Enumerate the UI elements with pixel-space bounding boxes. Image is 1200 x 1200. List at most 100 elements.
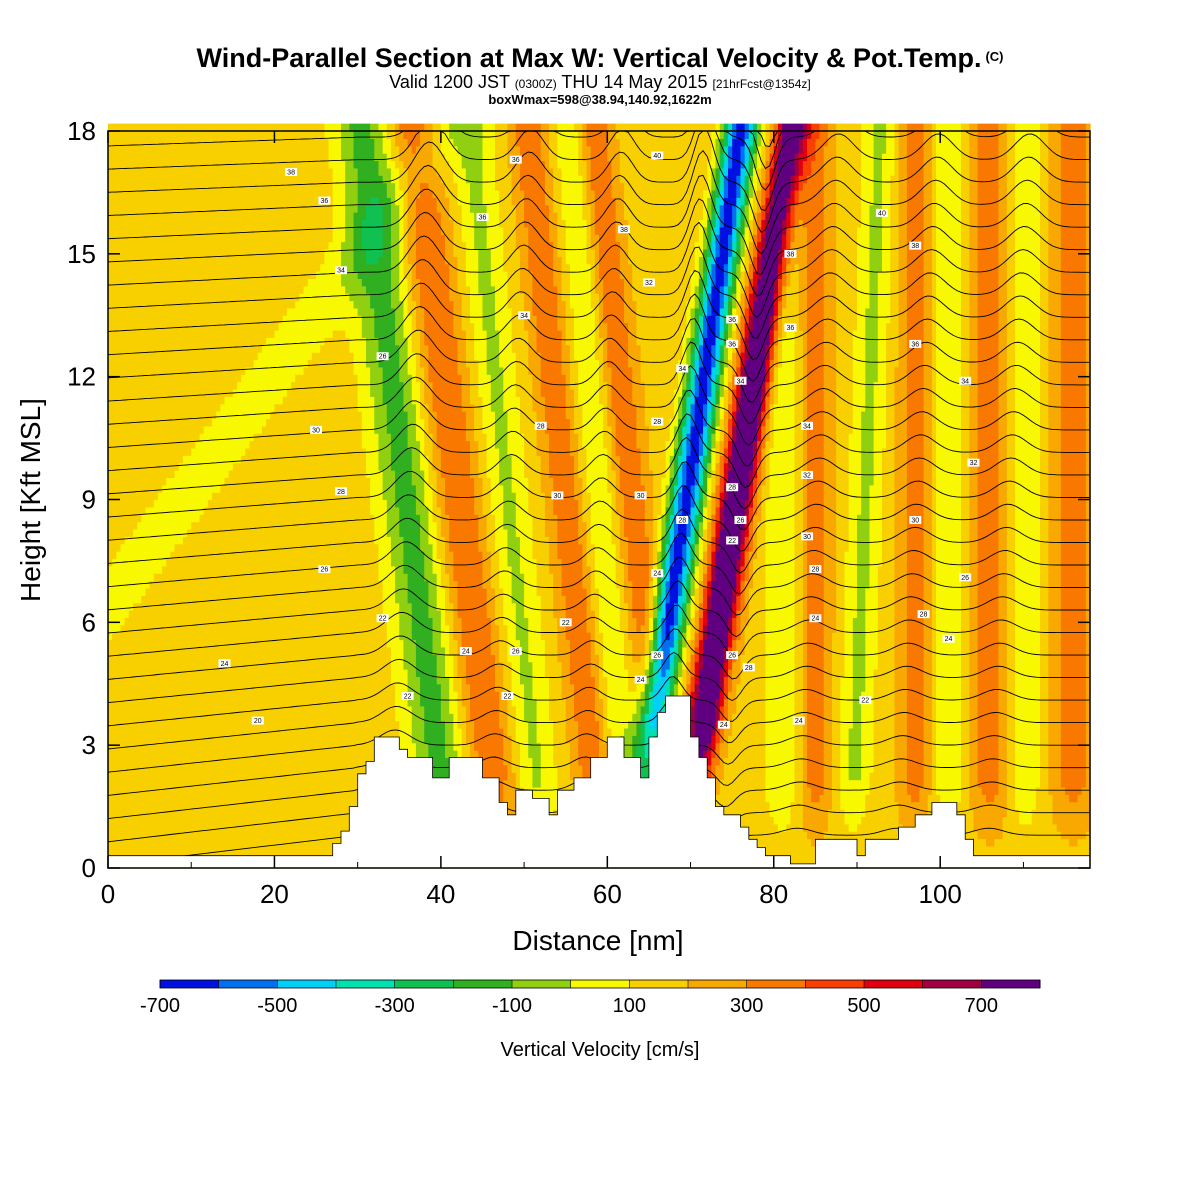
field-cell [303,845,309,854]
field-cell [153,536,159,545]
field-cell [178,742,184,751]
field-cell [295,713,301,722]
field-cell [141,123,147,132]
field-cell [203,145,209,154]
field-cell [307,278,313,287]
field-cell [128,632,134,641]
field-cell [203,499,209,508]
field-cell [108,226,113,235]
field-cell [228,632,234,641]
field-cell [295,639,301,648]
field-cell [187,359,192,368]
field-cell [149,447,155,456]
field-cell [149,403,155,412]
field-cell [261,801,267,810]
field-cell [228,720,234,729]
field-cell [220,528,226,537]
field-cell [124,425,130,434]
field-cell [149,676,155,685]
field-cell [220,536,226,545]
field-cell [274,602,280,611]
field-cell [170,197,176,206]
field-cell [307,241,313,250]
field-cell [295,801,301,810]
field-cell [228,138,234,147]
field-cell [128,455,134,464]
field-cell [153,816,159,825]
field-cell [199,307,205,316]
field-cell [216,411,221,420]
field-cell [120,455,126,464]
field-cell [236,713,242,722]
field-cell [132,234,138,243]
field-cell [257,750,263,759]
field-cell [199,831,205,840]
field-cell [178,153,184,162]
field-cell [224,750,230,759]
field-cell [162,138,167,147]
field-cell [261,411,267,420]
field-cell [132,189,138,198]
field-cell [291,698,296,707]
field-cell [311,742,317,751]
field-cell [291,617,296,626]
field-cell [303,403,309,412]
field-cell [261,212,267,221]
field-cell [132,536,138,545]
field-cell [278,720,284,729]
field-cell [270,809,276,818]
field-cell [195,654,201,663]
field-cell [299,610,305,619]
field-cell [257,757,263,766]
field-cell [157,617,163,626]
field-cell [303,411,309,420]
field-cell [149,845,155,854]
field-cell [108,720,113,729]
field-cell [153,425,159,434]
field-cell [224,610,230,619]
field-cell [191,425,196,434]
field-cell [261,263,267,272]
field-cell [128,602,134,611]
field-cell [116,418,122,427]
field-cell [182,278,188,287]
field-cell [270,676,276,685]
field-cell [245,506,251,515]
field-cell [228,212,234,221]
field-cell [178,403,184,412]
field-cell [199,440,205,449]
field-cell [241,204,246,213]
field-cell [286,337,292,346]
field-cell [241,713,246,722]
field-cell [278,366,284,375]
field-cell [199,499,205,508]
field-cell [162,388,167,397]
field-cell [228,366,234,375]
field-cell [157,536,163,545]
field-cell [257,801,263,810]
field-cell [128,337,134,346]
field-cell [174,123,180,132]
field-cell [249,764,255,773]
field-cell [174,440,180,449]
field-cell [178,587,184,596]
field-cell [157,551,163,560]
field-cell [108,831,113,840]
field-cell [224,241,230,250]
field-cell [112,189,117,198]
field-cell [149,388,155,397]
field-cell [216,440,221,449]
field-cell [195,477,201,486]
field-cell [266,285,271,294]
field-cell [232,786,238,795]
field-cell [236,661,242,670]
field-cell [249,551,255,560]
field-cell [241,433,246,442]
field-cell [174,727,180,736]
field-cell [203,624,209,633]
field-cell [112,573,117,582]
field-cell [149,698,155,707]
field-cell [253,794,259,803]
field-cell [245,809,251,818]
field-cell [141,845,147,854]
